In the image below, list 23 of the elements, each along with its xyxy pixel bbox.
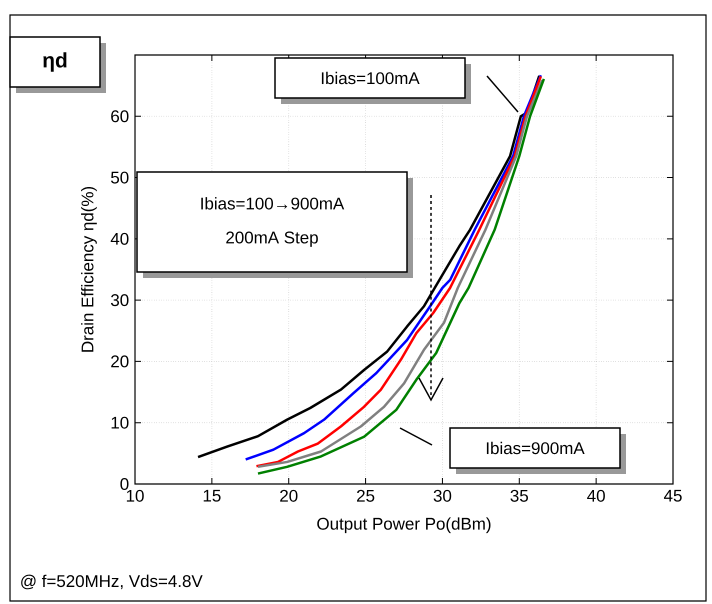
x-tick-label: 10 — [126, 490, 144, 502]
chart-title: ηd — [43, 52, 66, 72]
y-tick-label: 20 — [111, 355, 129, 368]
text: @ f=520MHz, Vds=4.8V — [21, 574, 203, 590]
x-axis-title: Output Power Po(dBm) — [317, 517, 490, 534]
x-tick-label: 25 — [357, 490, 374, 502]
x-tick-label: 40 — [587, 490, 605, 502]
y-tick-label: 0 — [120, 478, 129, 490]
y-tick-label: 40 — [110, 232, 129, 245]
annotation: Ibias=100→900mA — [201, 197, 344, 210]
annotation: 200mA Step — [226, 232, 318, 247]
y-tick-label: 60 — [111, 110, 129, 122]
y-tick-label: 30 — [110, 294, 129, 306]
x-tick-label: 35 — [510, 490, 528, 502]
y-tick-label: 10 — [112, 416, 129, 429]
y-axis-title: Drain Efficiency ηd(%) — [81, 186, 97, 352]
x-tick-label: 20 — [280, 490, 298, 502]
annotation: Ibias=900mA — [486, 442, 585, 454]
y-tick-label: 50 — [110, 172, 129, 184]
annotation: Ibias=100mA — [322, 72, 420, 84]
x-tick-label: 30 — [434, 490, 452, 502]
x-tick-label: 15 — [204, 490, 221, 502]
x-tick-label: 45 — [664, 490, 682, 502]
